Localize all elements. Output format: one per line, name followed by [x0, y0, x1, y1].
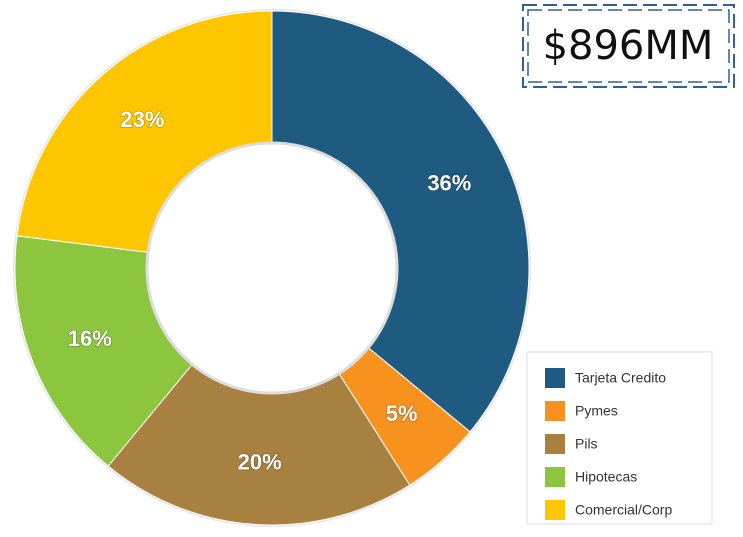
slice-label: 16% [68, 326, 112, 351]
annotation: $896MM [543, 23, 714, 69]
slice-label: 5% [386, 401, 418, 426]
legend-swatch [545, 467, 565, 487]
slice-label: 36% [427, 170, 471, 195]
legend-label: Hipotecas [575, 469, 637, 485]
legend-label: Pils [575, 436, 598, 452]
slice-label: 23% [120, 107, 164, 132]
legend-label: Tarjeta Credito [575, 370, 666, 386]
legend-label: Comercial/Corp [575, 502, 672, 518]
legend-swatch [545, 500, 565, 520]
annotation-border [522, 4, 735, 88]
slice-label: 20% [238, 449, 282, 474]
annotation-border-inner [527, 9, 730, 83]
annotation-box: $896MM [522, 4, 735, 88]
legend-swatch [545, 368, 565, 388]
donut-hole-edge [145, 141, 399, 395]
legend-swatch [545, 434, 565, 454]
legend-label: Pymes [575, 403, 618, 419]
legend-swatch [545, 401, 565, 421]
